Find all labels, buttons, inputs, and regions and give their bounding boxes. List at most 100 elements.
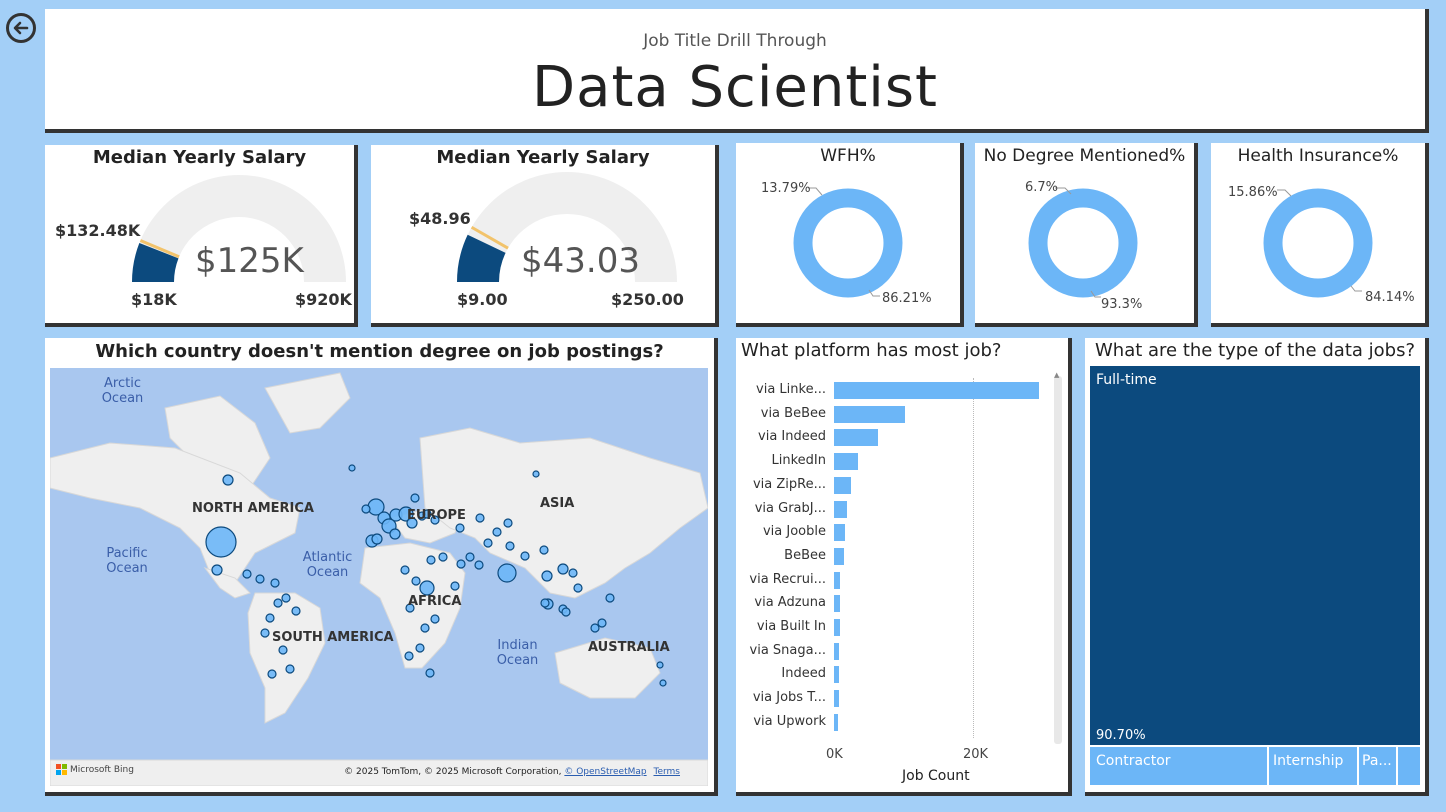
gauge-value: $43.03 bbox=[521, 241, 640, 281]
map-bubble[interactable] bbox=[475, 513, 485, 523]
map-bubble[interactable] bbox=[285, 664, 295, 674]
map-bubble[interactable] bbox=[430, 614, 440, 624]
bar[interactable] bbox=[834, 500, 847, 518]
bar[interactable] bbox=[834, 690, 839, 708]
map-bubble[interactable] bbox=[273, 598, 283, 608]
x-tick-label: 0K bbox=[826, 747, 843, 762]
treemap-cell-fulltime[interactable]: Full-time 90.70% bbox=[1090, 366, 1420, 745]
map-bubble[interactable] bbox=[656, 661, 664, 669]
map-bubble[interactable] bbox=[425, 668, 435, 678]
map-bubble[interactable] bbox=[503, 518, 513, 528]
donut-card-wfh[interactable]: WFH% 13.79% 86.21% bbox=[736, 143, 964, 327]
map-bubble[interactable] bbox=[371, 533, 383, 545]
map-bubble[interactable] bbox=[539, 545, 549, 555]
map-bubble[interactable] bbox=[211, 564, 223, 576]
treemap-card[interactable]: What are the type of the data jobs? Full… bbox=[1085, 338, 1429, 796]
map-bubble[interactable] bbox=[348, 464, 356, 472]
map-bubble[interactable] bbox=[465, 552, 475, 562]
map-bubble[interactable] bbox=[411, 576, 421, 586]
map-bubble[interactable] bbox=[415, 643, 425, 653]
map-bubble[interactable] bbox=[406, 517, 418, 529]
bar[interactable] bbox=[834, 476, 852, 494]
map-bubble[interactable] bbox=[450, 581, 460, 591]
bar-category-label: via Linke... bbox=[756, 382, 826, 397]
map-bubble[interactable] bbox=[474, 560, 484, 570]
map-bubble[interactable] bbox=[222, 474, 234, 486]
map-bubble[interactable] bbox=[520, 551, 530, 561]
map-bubble[interactable] bbox=[405, 603, 415, 613]
map-bubble[interactable] bbox=[267, 669, 277, 679]
treemap-cell-other[interactable] bbox=[1398, 747, 1420, 785]
gauge-card-hourly-salary[interactable]: Median Yearly Salary $48.96 $43.03 $9.00… bbox=[371, 145, 719, 327]
back-button[interactable] bbox=[6, 13, 36, 43]
map-bubble[interactable] bbox=[410, 493, 420, 503]
map-bubble[interactable] bbox=[532, 470, 540, 478]
map-card[interactable]: Which country doesn't mention degree on … bbox=[45, 338, 718, 796]
world-map[interactable]: NORTH AMERICA EUROPE ASIA AFRICA SOUTH A… bbox=[50, 368, 708, 786]
bar[interactable] bbox=[834, 713, 839, 731]
bar[interactable] bbox=[834, 571, 841, 589]
map-bubble[interactable] bbox=[270, 578, 280, 588]
map-bubble[interactable] bbox=[278, 645, 288, 655]
map-bubble[interactable] bbox=[242, 569, 252, 579]
donut-card-health-insurance[interactable]: Health Insurance% 15.86% 84.14% bbox=[1211, 143, 1429, 327]
map-bubble[interactable] bbox=[404, 651, 414, 661]
map-bubble[interactable] bbox=[281, 593, 291, 603]
map-bubble[interactable] bbox=[568, 568, 578, 578]
bar[interactable] bbox=[834, 524, 846, 542]
bar[interactable] bbox=[834, 595, 840, 613]
treemap-cell-parttime[interactable]: Pa... bbox=[1359, 747, 1396, 785]
map-bubble[interactable] bbox=[483, 538, 493, 548]
map-bubble[interactable] bbox=[361, 504, 371, 514]
map-bubble[interactable] bbox=[561, 607, 571, 617]
bar[interactable] bbox=[834, 382, 1040, 399]
map-bubble[interactable] bbox=[497, 563, 517, 583]
bar[interactable] bbox=[834, 405, 905, 423]
map-bubble[interactable] bbox=[291, 606, 301, 616]
bar[interactable] bbox=[834, 619, 840, 636]
map-bubble[interactable] bbox=[541, 570, 553, 582]
bar[interactable] bbox=[834, 429, 879, 447]
map-bubble[interactable] bbox=[505, 541, 515, 551]
bar-category-label: via Snaga... bbox=[749, 642, 826, 658]
map-bubble[interactable] bbox=[455, 523, 465, 533]
osm-link[interactable]: © OpenStreetMap bbox=[564, 767, 647, 777]
bar[interactable] bbox=[834, 453, 858, 471]
map-bubble[interactable] bbox=[597, 618, 607, 628]
bar[interactable] bbox=[834, 547, 845, 565]
bar-category-label: via ZipRe... bbox=[752, 476, 826, 492]
bar[interactable] bbox=[834, 642, 840, 660]
map-bubble[interactable] bbox=[255, 574, 265, 584]
map-bubble[interactable] bbox=[426, 555, 436, 565]
treemap-cell-contractor[interactable]: Contractor bbox=[1090, 747, 1267, 785]
terms-link[interactable]: Terms bbox=[653, 767, 680, 777]
map-bubble[interactable] bbox=[422, 509, 432, 519]
map-bubble[interactable] bbox=[438, 552, 448, 562]
map-bubble[interactable] bbox=[389, 528, 401, 540]
map-bubble[interactable] bbox=[430, 515, 440, 525]
map-bubble[interactable] bbox=[590, 623, 600, 633]
donut-card-no-degree[interactable]: No Degree Mentioned% 6.7% 93.3% bbox=[975, 143, 1198, 327]
map-bubble[interactable] bbox=[400, 565, 410, 575]
bar[interactable] bbox=[834, 666, 839, 684]
map-bubble[interactable] bbox=[659, 679, 667, 687]
map-bubble[interactable] bbox=[557, 563, 569, 575]
map-bubble[interactable] bbox=[456, 559, 466, 569]
map-bubble[interactable] bbox=[492, 527, 502, 537]
map-bubble[interactable] bbox=[260, 628, 270, 638]
map-bubble[interactable] bbox=[573, 583, 583, 593]
map-bubble[interactable] bbox=[540, 598, 550, 608]
gauge-card-yearly-salary[interactable]: Median Yearly Salary $132.48K $125K $18K… bbox=[45, 145, 358, 327]
scrollbar-up-icon[interactable]: ▲ bbox=[1054, 371, 1060, 379]
map-bubble[interactable] bbox=[265, 613, 275, 623]
map-bubble[interactable] bbox=[605, 593, 615, 603]
map-bubble[interactable] bbox=[205, 526, 237, 558]
scrollbar[interactable] bbox=[1054, 376, 1062, 744]
ocean-label: Atlantic Ocean bbox=[302, 550, 353, 580]
map-bubble[interactable] bbox=[398, 506, 414, 522]
map-bubble[interactable] bbox=[420, 623, 430, 633]
continent-label: ASIA bbox=[540, 496, 575, 511]
platform-chart-card[interactable]: What platform has most job? via Linke...… bbox=[736, 338, 1072, 796]
map-bubble[interactable] bbox=[419, 580, 435, 596]
treemap-cell-internship[interactable]: Internship bbox=[1269, 747, 1357, 785]
